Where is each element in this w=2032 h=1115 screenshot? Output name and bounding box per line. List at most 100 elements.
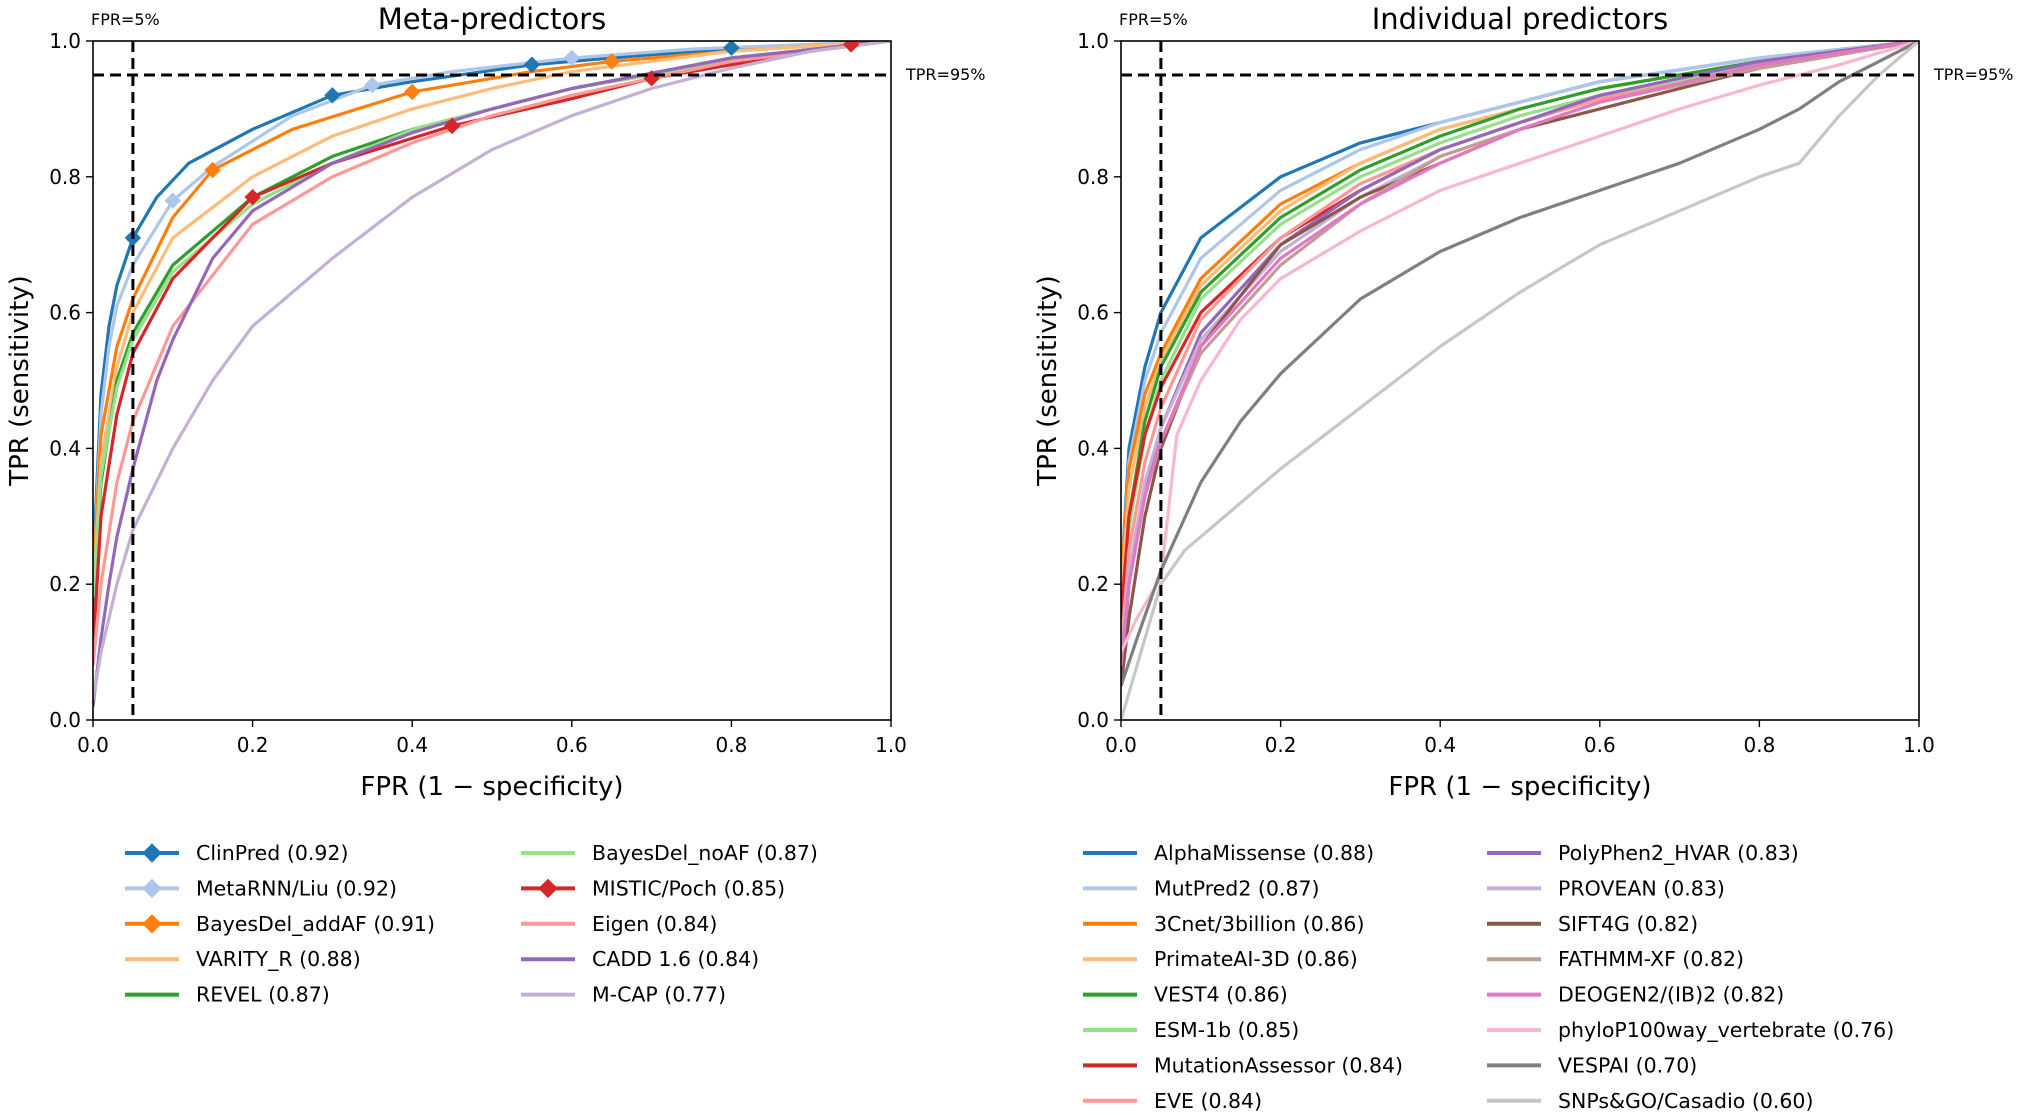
- roc-curve-8: [93, 41, 891, 666]
- x-tick-label: 0.0: [77, 733, 109, 757]
- roc-marker-3-2: [403, 83, 421, 101]
- roc-marker-1-3: [523, 56, 541, 73]
- legend-label: VARITY_R (0.88): [196, 947, 361, 972]
- chart-title: Meta-predictors: [378, 2, 607, 36]
- roc-marker-2-3: [563, 49, 581, 67]
- legend-label: FATHMM-XF (0.82): [1558, 947, 1744, 971]
- y-tick-label: 0.0: [1077, 708, 1109, 732]
- series-curves: [1121, 41, 1919, 720]
- legend-label: PolyPhen2_HVAR (0.83): [1558, 841, 1799, 866]
- roc-curve-5: [1121, 41, 1919, 639]
- roc-marker-1-2: [324, 87, 341, 104]
- legend-label: BayesDel_addAF (0.91): [196, 912, 435, 937]
- legend-label: PROVEAN (0.83): [1558, 876, 1725, 900]
- x-axis-label: FPR (1 − specificity): [1388, 772, 1651, 802]
- legend-label: 3Cnet/3billion (0.86): [1154, 912, 1364, 936]
- panel-2: FPR=5% TPR=95% 0.0 0.2 0.4 0.6 0.8 1.0 0.0 0.2 0.4…: [1033, 2, 2014, 1113]
- roc-marker-3-1: [204, 161, 221, 179]
- legend-label: SNPs&GO/Casadio (0.60): [1558, 1089, 1813, 1113]
- y-tick-label: 0.0: [49, 708, 81, 732]
- y-tick-label: 0.8: [49, 165, 81, 189]
- legend-item: phyloP100way_vertebrate (0.76): [1487, 1018, 1894, 1043]
- roc-marker-3-3: [603, 53, 620, 70]
- legend-item: Eigen (0.84): [521, 912, 717, 936]
- legend-marker: [142, 878, 162, 899]
- legend-label: REVEL (0.87): [196, 983, 330, 1007]
- legend-label: EVE (0.84): [1154, 1089, 1262, 1113]
- x-tick-label: 0.2: [237, 733, 269, 757]
- x-tick-label: 1.0: [1903, 733, 1935, 757]
- legend-item: ClinPred (0.92): [125, 841, 348, 865]
- x-tick-label: 0.8: [715, 733, 747, 757]
- roc-curve-1: [93, 41, 891, 571]
- roc-curve-8: [1121, 41, 1919, 653]
- roc-curve-6: [1121, 41, 1919, 653]
- legend-label: DEOGEN2/(IB)2 (0.82): [1558, 983, 1784, 1007]
- x-tick-label: 0.2: [1265, 733, 1297, 757]
- legend: ClinPred (0.92) MetaRNN/Liu (0.92) BayesDe…: [125, 841, 818, 1007]
- legend-label: PrimateAI-3D (0.86): [1154, 947, 1358, 971]
- roc-curve-9: [93, 41, 891, 707]
- legend-item: 3Cnet/3billion (0.86): [1083, 912, 1364, 936]
- y-tick-label: 0.6: [1077, 301, 1109, 325]
- legend-item: MutPred2 (0.87): [1083, 876, 1320, 900]
- legend-label: MutPred2 (0.87): [1154, 876, 1320, 900]
- y-tick-label: 0.4: [49, 436, 81, 460]
- legend-item: FATHMM-XF (0.82): [1487, 947, 1744, 971]
- y-tick-label: 0.2: [49, 572, 81, 596]
- y-tick-label: 0.4: [1077, 436, 1109, 460]
- legend-label: CADD 1.6 (0.84): [592, 947, 759, 971]
- legend-label: VEST4 (0.86): [1154, 983, 1288, 1007]
- legend-label: MetaRNN/Liu (0.92): [196, 876, 397, 900]
- x-tick-label: 0.8: [1743, 733, 1775, 757]
- legend-item: MutationAssessor (0.84): [1083, 1053, 1403, 1077]
- panel-1: FPR=5% TPR=95% 0.0 0.2 0.4 0.6 0.8 1.0 0.0 0.2 0.4…: [5, 2, 986, 1007]
- roc-curve-6: [93, 41, 891, 598]
- legend-item: BayesDel_noAF (0.87): [521, 841, 818, 866]
- legend-label: VESPAI (0.70): [1558, 1053, 1697, 1077]
- fpr-reference-label: FPR=5%: [1119, 10, 1188, 29]
- legend-label: SIFT4G (0.82): [1558, 912, 1698, 936]
- roc-curve-7: [93, 41, 891, 653]
- legend-item: CADD 1.6 (0.84): [521, 947, 759, 971]
- roc-marker-7-1: [244, 188, 261, 206]
- legend-item: MetaRNN/Liu (0.92): [125, 876, 397, 900]
- roc-marker-1-4: [723, 41, 740, 56]
- roc-curve-11: [1121, 41, 1919, 687]
- legend-item: VARITY_R (0.88): [125, 947, 361, 972]
- x-tick-label: 0.0: [1105, 733, 1137, 757]
- legend-item: AlphaMissense (0.88): [1083, 841, 1374, 865]
- legend-item: SIFT4G (0.82): [1487, 912, 1698, 936]
- y-tick-label: 1.0: [1077, 29, 1109, 53]
- legend-marker: [538, 878, 558, 899]
- roc-curve-9: [1121, 41, 1919, 687]
- roc-curve-13: [1121, 41, 1919, 666]
- x-tick-label: 0.4: [396, 733, 428, 757]
- x-tick-label: 1.0: [875, 733, 907, 757]
- roc-curve-15: [1121, 41, 1919, 687]
- fpr-reference-label: FPR=5%: [91, 10, 160, 29]
- chart-title: Individual predictors: [1372, 2, 1669, 36]
- legend-item: SNPs&GO/Casadio (0.60): [1487, 1089, 1813, 1113]
- roc-curve-10: [1121, 41, 1919, 666]
- roc-curve-10: [93, 41, 891, 700]
- legend-item: PrimateAI-3D (0.86): [1083, 947, 1358, 971]
- legend-item: VEST4 (0.86): [1083, 983, 1288, 1007]
- y-tick-label: 0.2: [1077, 572, 1109, 596]
- tpr-reference-label: TPR=95%: [1933, 65, 2014, 84]
- legend-item: EVE (0.84): [1083, 1089, 1262, 1113]
- y-tick-label: 0.8: [1077, 165, 1109, 189]
- tpr-reference-label: TPR=95%: [905, 65, 986, 84]
- legend-marker: [142, 914, 162, 934]
- series-curves: [93, 41, 891, 707]
- x-axis-label: FPR (1 − specificity): [360, 772, 623, 802]
- roc-marker-7-4: [842, 41, 860, 53]
- roc-marker-7-2: [443, 117, 461, 135]
- legend-item: MISTIC/Poch (0.85): [521, 876, 785, 900]
- roc-curve-4: [93, 41, 891, 598]
- roc-curve-2: [1121, 41, 1919, 585]
- y-axis-label: TPR (sensitivity): [1033, 275, 1063, 487]
- plot-frame: [92, 40, 892, 721]
- legend-marker: [142, 843, 162, 863]
